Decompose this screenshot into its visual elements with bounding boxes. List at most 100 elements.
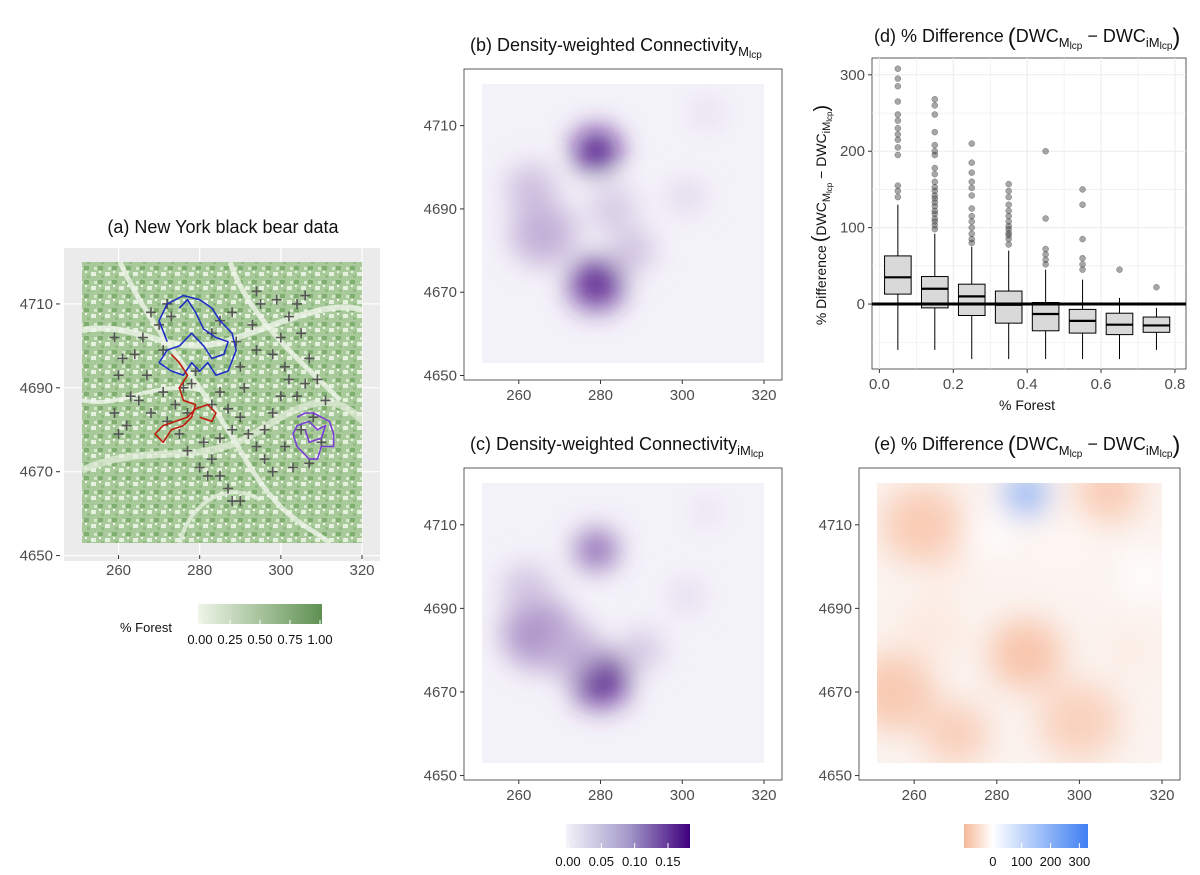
x-tick-label: 280 bbox=[588, 787, 613, 804]
outlier-point bbox=[1005, 218, 1012, 225]
outlier-point bbox=[1079, 261, 1086, 268]
outlier-point bbox=[968, 159, 975, 166]
outlier-point bbox=[931, 151, 939, 159]
density-hotspot bbox=[670, 580, 703, 612]
x-tick-label: 0.0 bbox=[869, 376, 890, 393]
survey-site-marker bbox=[235, 496, 246, 507]
bear-track bbox=[154, 353, 217, 444]
outlier-point bbox=[931, 183, 939, 191]
outlier-point bbox=[968, 140, 975, 147]
panel-e-title: (e) % Difference (DWCMlcp − DWCiMlcp) bbox=[874, 432, 1180, 460]
survey-site-marker bbox=[109, 407, 120, 418]
density-hotspot bbox=[588, 185, 638, 233]
density-hotspot bbox=[620, 630, 662, 670]
outlier-point bbox=[1153, 283, 1160, 291]
survey-sites bbox=[109, 286, 331, 507]
legend-tick-label: 0.75 bbox=[277, 632, 302, 647]
density-hotspot bbox=[569, 258, 623, 310]
legend-tick-label: 0.25 bbox=[217, 632, 242, 647]
outlier-point bbox=[894, 75, 902, 82]
outlier-point bbox=[894, 151, 902, 159]
survey-site-marker bbox=[214, 387, 225, 398]
survey-site-marker bbox=[296, 328, 307, 339]
y-tick-label: 4690 bbox=[424, 201, 457, 218]
legend-tick-label: 1.00 bbox=[307, 632, 332, 647]
outlier-point bbox=[894, 111, 902, 118]
x-tick-label: 300 bbox=[670, 387, 695, 404]
outlier-point bbox=[968, 230, 975, 237]
survey-site-marker bbox=[259, 454, 270, 465]
outlier-point bbox=[968, 205, 975, 212]
outlier-point bbox=[894, 144, 902, 151]
outlier-point bbox=[894, 83, 902, 90]
difference-colorbar bbox=[964, 824, 1088, 848]
outlier-point bbox=[894, 182, 902, 189]
outlier-point bbox=[894, 117, 902, 124]
outlier-point bbox=[931, 215, 939, 222]
outlier-point bbox=[1079, 186, 1086, 193]
density-hotspot bbox=[670, 180, 703, 212]
survey-site-marker bbox=[121, 420, 132, 431]
y-tick-label: 300 bbox=[840, 67, 865, 84]
panel-e-ticks: 260 280 300 320 4650 4670 4690 4710 bbox=[819, 517, 1175, 804]
survey-site-marker bbox=[202, 470, 213, 481]
outlier-point bbox=[931, 187, 939, 195]
outlier-point bbox=[894, 136, 902, 144]
density-hotspot bbox=[897, 597, 964, 661]
survey-site-marker bbox=[316, 437, 327, 448]
y-tick-label: 4650 bbox=[819, 768, 852, 785]
boxplots bbox=[872, 65, 1186, 360]
outlier-point bbox=[968, 212, 975, 220]
survey-site-marker bbox=[166, 311, 177, 322]
survey-site-marker bbox=[141, 370, 152, 381]
survey-site-marker bbox=[129, 349, 140, 360]
survey-site-marker bbox=[255, 298, 266, 309]
density-hotspot bbox=[1116, 547, 1162, 603]
survey-site-marker bbox=[243, 428, 254, 439]
survey-site-marker bbox=[145, 407, 156, 418]
box bbox=[994, 290, 1023, 324]
density-hotspot bbox=[543, 622, 601, 678]
survey-site-marker bbox=[304, 353, 315, 364]
outlier-point bbox=[968, 218, 975, 225]
outlier-point bbox=[1005, 193, 1012, 201]
survey-site-marker bbox=[239, 382, 250, 393]
x-tick-label: 320 bbox=[751, 387, 776, 404]
legend-tick-label: 0.00 bbox=[555, 854, 580, 869]
panel-d: (d) % Difference (DWCMlcp − DWCiMlcp) 0.0… bbox=[809, 24, 1187, 413]
survey-site-marker bbox=[275, 332, 286, 343]
outlier-point bbox=[931, 102, 939, 109]
outlier-point bbox=[894, 187, 902, 195]
y-tick-label: 200 bbox=[840, 143, 865, 160]
x-tick-label: 320 bbox=[349, 562, 374, 579]
y-tick-label: 4710 bbox=[424, 118, 457, 135]
x-tick-label: 0.8 bbox=[1164, 376, 1185, 393]
outlier-point bbox=[1079, 266, 1086, 273]
outlier-point bbox=[931, 222, 939, 229]
survey-site-marker bbox=[109, 332, 120, 343]
outlier-point bbox=[968, 184, 975, 192]
survey-site-marker bbox=[288, 462, 299, 473]
survey-site-marker bbox=[223, 403, 234, 414]
bear-tracks bbox=[154, 294, 335, 460]
density-hotspot bbox=[576, 530, 617, 570]
outlier-point bbox=[1042, 147, 1049, 155]
density-hotspot bbox=[1104, 626, 1154, 674]
outlier-point bbox=[1079, 201, 1086, 208]
survey-site-marker bbox=[194, 462, 205, 473]
survey-site-marker bbox=[271, 294, 282, 305]
survey-site-marker bbox=[279, 441, 290, 452]
connectivity-legend-ticks: 0.00 0.05 0.10 0.15 bbox=[555, 843, 681, 869]
survey-site-marker bbox=[198, 437, 209, 448]
y-tick-label: 4690 bbox=[819, 600, 852, 617]
x-tick-label: 0.6 bbox=[1091, 376, 1112, 393]
outlier-point bbox=[931, 202, 939, 210]
survey-site-marker bbox=[231, 336, 242, 347]
x-tick-label: 280 bbox=[187, 562, 212, 579]
survey-site-marker bbox=[170, 399, 181, 410]
legend-tick-label: 0.50 bbox=[247, 632, 272, 647]
legend-tick-label: 0.05 bbox=[589, 854, 614, 869]
connectivity-m-raster bbox=[506, 97, 724, 310]
outlier-point bbox=[1005, 212, 1012, 220]
